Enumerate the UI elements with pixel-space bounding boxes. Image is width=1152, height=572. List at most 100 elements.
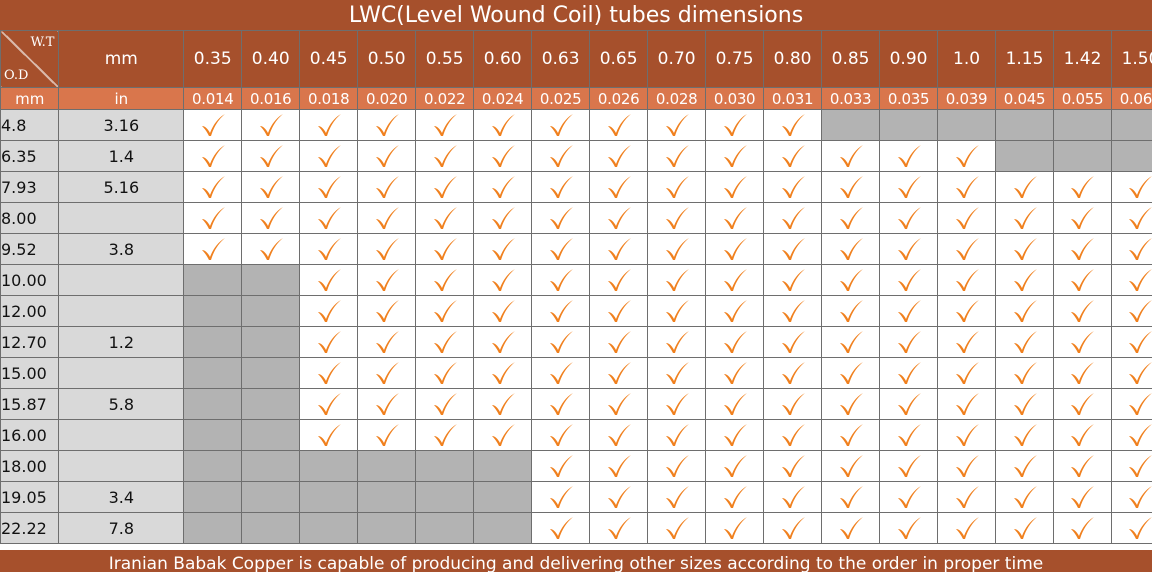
available-cell [241, 140, 301, 172]
check-icon [1071, 455, 1095, 477]
check-icon [839, 238, 863, 260]
unavailable-cell [241, 481, 301, 513]
available-cell [1110, 233, 1152, 265]
available-cell [531, 450, 591, 482]
table-row: 10.00 [0, 264, 1152, 296]
unavailable-cell [1110, 140, 1152, 172]
available-cell [415, 295, 475, 327]
check-icon [607, 424, 631, 446]
available-cell [1053, 295, 1112, 327]
check-icon [433, 269, 457, 291]
available-cell [1053, 481, 1112, 513]
unavailable-cell [415, 481, 475, 513]
available-cell [995, 450, 1054, 482]
check-icon [549, 362, 573, 384]
available-cell [589, 295, 649, 327]
header-row-thickness-mm: W.T O.D mm 0.35 0.40 0.45 0.50 0.55 0.60 0.63 0… [0, 30, 1152, 88]
check-icon [955, 176, 979, 198]
available-cell [589, 357, 649, 389]
available-cell [763, 419, 823, 451]
available-cell [415, 171, 475, 203]
check-icon [433, 207, 457, 229]
table-row: 19.05 3.4 [0, 481, 1152, 513]
unavailable-cell [1053, 109, 1112, 141]
check-icon [781, 207, 805, 229]
available-cell [531, 326, 591, 358]
available-cell [357, 357, 417, 389]
available-cell [415, 202, 475, 234]
check-icon [781, 362, 805, 384]
check-icon [549, 176, 573, 198]
available-cell [821, 481, 881, 513]
available-cell [531, 357, 591, 389]
check-icon [665, 176, 689, 198]
footer-note: Iranian Babak Copper is capable of produ… [0, 550, 1152, 572]
unavailable-cell [415, 512, 475, 544]
thickness-in-7: 0.026 [589, 87, 649, 110]
check-icon [955, 486, 979, 508]
available-cell [183, 171, 243, 203]
available-cell [183, 233, 243, 265]
table-row: 18.00 [0, 450, 1152, 482]
od-in-value: 3.8 [58, 233, 185, 265]
unavailable-cell [183, 419, 243, 451]
od-in-value: 1.2 [58, 326, 185, 358]
check-icon [1013, 424, 1037, 446]
check-icon [955, 331, 979, 353]
available-cell [473, 202, 533, 234]
check-icon [897, 207, 921, 229]
check-icon [491, 114, 515, 136]
unavailable-cell [357, 481, 417, 513]
check-icon [781, 331, 805, 353]
check-icon [723, 238, 747, 260]
available-cell [1053, 264, 1112, 296]
check-icon [897, 362, 921, 384]
available-cell [937, 171, 997, 203]
check-icon [1071, 393, 1095, 415]
thickness-mm-8: 0.70 [647, 30, 707, 88]
available-cell [879, 326, 939, 358]
od-in-value: 1.4 [58, 140, 185, 172]
check-icon [1129, 207, 1152, 229]
check-icon [317, 114, 341, 136]
unavailable-cell [183, 326, 243, 358]
unavailable-cell [241, 512, 301, 544]
available-cell [357, 171, 417, 203]
thickness-in-6: 0.025 [531, 87, 591, 110]
thickness-mm-1: 0.40 [241, 30, 301, 88]
check-icon [549, 517, 573, 539]
available-cell [763, 326, 823, 358]
check-icon [1013, 300, 1037, 322]
check-icon [433, 331, 457, 353]
check-icon [375, 145, 399, 167]
thickness-mm-15: 1.42 [1053, 30, 1112, 88]
check-icon [549, 393, 573, 415]
available-cell [821, 388, 881, 420]
thickness-in-0: 0.014 [183, 87, 243, 110]
table-row: 7.93 5.16 [0, 171, 1152, 203]
available-cell [995, 481, 1054, 513]
check-icon [607, 331, 631, 353]
check-icon [839, 176, 863, 198]
available-cell [1053, 512, 1112, 544]
check-icon [1129, 176, 1152, 198]
available-cell [473, 388, 533, 420]
check-icon [433, 300, 457, 322]
check-icon [549, 455, 573, 477]
check-icon [607, 145, 631, 167]
available-cell [415, 326, 475, 358]
available-cell [357, 388, 417, 420]
unavailable-cell [357, 512, 417, 544]
check-icon [549, 331, 573, 353]
check-icon [491, 238, 515, 260]
check-icon [1071, 300, 1095, 322]
check-icon [955, 517, 979, 539]
unavailable-cell [183, 357, 243, 389]
available-cell [1110, 419, 1152, 451]
available-cell [473, 295, 533, 327]
available-cell [299, 295, 359, 327]
check-icon [955, 393, 979, 415]
available-cell [995, 357, 1054, 389]
available-cell [763, 264, 823, 296]
check-icon [665, 207, 689, 229]
